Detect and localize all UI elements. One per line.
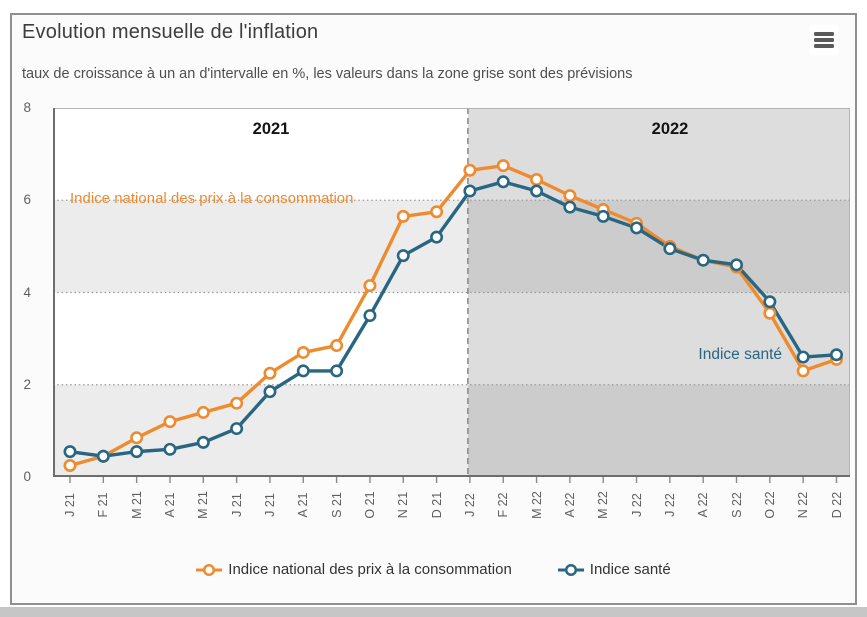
y-axis-tick-label: 0: [23, 469, 31, 484]
x-axis-tick-label: M 22: [529, 491, 544, 519]
x-axis-tick-label: A 22: [562, 492, 577, 518]
plot-svg: [53, 108, 850, 483]
x-axis-tick-label: N 21: [396, 491, 411, 519]
series-inline-label-health: Indice santé: [698, 346, 782, 363]
x-axis-tick-label: F 22: [496, 492, 511, 518]
legend: Indice national des prix à la consommati…: [12, 561, 855, 578]
legend-label-cpi: Indice national des prix à la consommati…: [228, 561, 512, 578]
x-axis-tick-label: J 21: [262, 493, 277, 517]
x-axis-tick-label: O 22: [762, 491, 777, 519]
x-axis-tick-label: J 22: [629, 493, 644, 517]
x-axis-tick-label: S 21: [329, 492, 344, 518]
legend-label-health: Indice santé: [589, 561, 671, 578]
x-axis-tick-label: J 21: [63, 493, 77, 517]
x-axis-tick-label: D 22: [829, 491, 844, 519]
page-bottom-strip: [0, 607, 867, 617]
legend-item-health[interactable]: Indice santé: [557, 561, 671, 578]
x-axis-tick-label: M 21: [196, 491, 211, 519]
x-axis-tick-label: J 21: [229, 493, 244, 517]
x-axis-tick-label: F 21: [96, 492, 111, 518]
y-axis-tick-label: 4: [23, 284, 31, 300]
y-axis-tick-label: 2: [23, 376, 31, 392]
y-axis-tick-label: 8: [23, 100, 31, 115]
series-inline-label-cpi: Indice national des prix à la consommati…: [70, 190, 354, 207]
year-label-2022: 2022: [651, 120, 689, 138]
chart-subtitle: taux de croissance à un an d'intervalle …: [22, 66, 633, 82]
x-axis-tick-label: S 22: [729, 492, 744, 518]
legend-item-cpi[interactable]: Indice national des prix à la consommati…: [196, 561, 512, 578]
plot-area: 0 2 4 6 8 J 21 F 21 M 21 A 21 M 21 J 21 J 21 A 21 S …: [12, 15, 855, 555]
chart-title: Evolution mensuelle de l'inflation: [22, 21, 319, 43]
x-axis-tick-label: M 21: [129, 491, 144, 519]
x-axis-tick-label: A 21: [162, 492, 177, 518]
x-axis-tick-label: A 22: [696, 492, 711, 518]
y-axis-tick-label: 6: [23, 192, 31, 208]
year-label-2021: 2021: [252, 120, 290, 138]
x-axis-tick-label: D 21: [429, 491, 444, 519]
x-axis-tick-label: A 21: [296, 492, 311, 518]
x-axis-tick-label: N 22: [796, 491, 811, 519]
line-circle-marker-icon: [557, 563, 584, 576]
x-axis-tick-label: J 22: [462, 493, 477, 517]
chart-card: Evolution mensuelle de l'inflation taux …: [10, 13, 857, 605]
x-axis-tick-label: M 22: [596, 491, 611, 519]
line-circle-marker-icon: [196, 563, 223, 576]
x-axis-tick-label: O 21: [362, 491, 377, 519]
x-axis-tick-label: J 22: [662, 493, 677, 517]
chart-context-menu-button[interactable]: [809, 25, 839, 55]
